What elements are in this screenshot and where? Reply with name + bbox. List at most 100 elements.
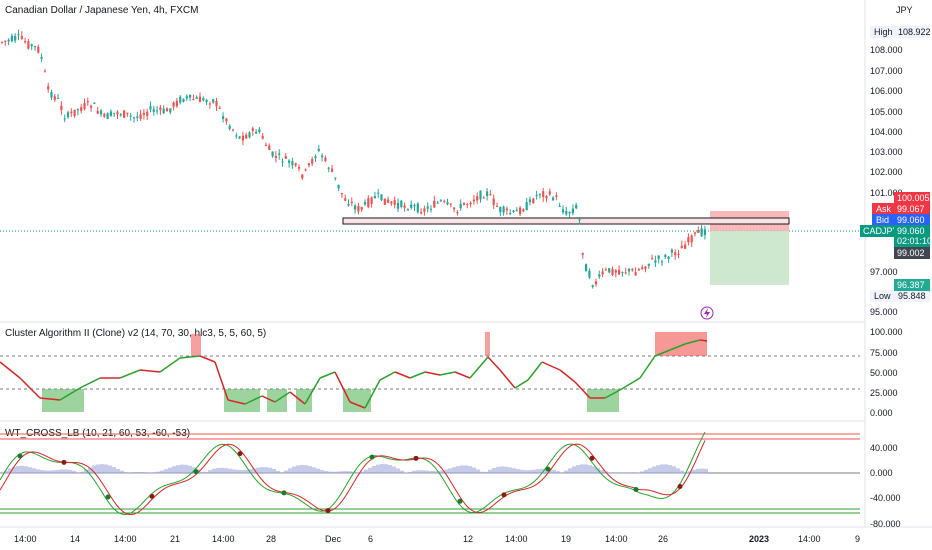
ind1-segment: [159, 357, 181, 373]
candle-body: [142, 113, 145, 115]
candle-body: [123, 110, 126, 118]
wt-histogram-bar: [384, 464, 388, 474]
wt-cross-dot: [501, 492, 507, 498]
candle-body: [96, 110, 99, 114]
wt-histogram-bar: [148, 472, 152, 474]
last-price-badge[interactable]: CADJPY 99.060 02:01:10: [860, 225, 932, 247]
candle-body: [212, 99, 215, 103]
candle-body: [621, 271, 624, 273]
ind1-segment: [19, 377, 41, 399]
wt-histogram-bar: [188, 465, 192, 474]
wt-cross-dot: [677, 484, 683, 490]
wt-histogram-bar: [116, 468, 120, 474]
candle-body: [20, 35, 23, 39]
candle-body: [324, 157, 327, 162]
wt-histogram-bar: [356, 472, 360, 474]
ind1-segment: [0, 361, 21, 379]
candle-body: [502, 206, 505, 213]
candle-body: [40, 57, 43, 59]
candle-body: [106, 113, 109, 120]
last-price: 99.060: [897, 226, 925, 236]
candle-body: [47, 86, 50, 90]
ind1-segment: [639, 355, 656, 379]
candle-body: [390, 201, 393, 204]
wt-histogram-bar: [152, 472, 156, 474]
candle-body: [373, 196, 376, 199]
candle-body: [680, 245, 683, 249]
ind1-segment: [559, 369, 576, 383]
candle-body: [175, 100, 178, 107]
time-label: 26: [658, 534, 668, 544]
high-badge: High 108.922: [870, 26, 931, 38]
bid-label: Bid: [876, 215, 889, 225]
ind1-segment: [487, 356, 501, 371]
candle-body: [99, 110, 103, 115]
candle-body: [149, 106, 152, 110]
support-rectangle[interactable]: [342, 217, 790, 225]
candle-body: [337, 184, 340, 189]
candle-body: [363, 201, 367, 205]
ind1-segment: [39, 397, 61, 401]
price-tick: 95.000: [870, 307, 898, 317]
position-target-zone[interactable]: [710, 231, 789, 285]
wt-histogram-bar: [240, 470, 244, 474]
wt-histogram-bar: [520, 469, 524, 474]
candle-body: [542, 191, 545, 198]
lightning-icon[interactable]: [700, 306, 714, 320]
candle-body: [466, 204, 469, 206]
candle-body: [76, 108, 79, 111]
time-axis[interactable]: 14:00 14 14:00 21 14:00 28 Dec 6 12 14:0…: [14, 534, 860, 544]
wt-cross-dots: [17, 451, 683, 514]
indicator1-title[interactable]: Cluster Algorithm II (Clone) v2 (14, 70,…: [5, 328, 266, 339]
candle-body: [63, 118, 66, 120]
ind1-segment: [699, 339, 708, 342]
wt-histogram-bar: [52, 470, 56, 474]
ind1-segment: [244, 395, 263, 405]
wt-cross-dot: [325, 508, 331, 514]
ind1-oscillator-line[interactable]: [0, 339, 708, 409]
price-axis[interactable]: 108.000 107.000 106.000 105.000 104.000 …: [870, 45, 903, 317]
ind1-segment: [119, 369, 141, 379]
candle-body: [644, 266, 647, 270]
oversold-zone: [224, 389, 260, 412]
candle-body: [202, 98, 205, 101]
candle-body: [113, 112, 116, 114]
candlestick-series[interactable]: [0, 29, 706, 289]
time-label: 14:00: [14, 534, 37, 544]
time-label: 14:00: [505, 534, 528, 544]
candle-body: [334, 177, 337, 179]
wt-histogram-bar: [460, 465, 464, 474]
candle-body: [317, 148, 320, 151]
wt-histogram-bar: [676, 468, 680, 474]
candle-body: [340, 192, 343, 194]
wt-wave-line: [0, 440, 706, 516]
candle-body: [304, 169, 307, 171]
oversold-zone: [296, 389, 312, 412]
candle-body: [354, 205, 357, 210]
candle-body: [14, 35, 17, 41]
bid-price: 99.060: [897, 215, 925, 225]
wt-histogram-bar: [696, 468, 700, 474]
wt-histogram-bar: [484, 471, 488, 474]
wt-histogram-bar: [4, 470, 8, 474]
wt-histogram-bar: [680, 470, 684, 474]
candle-body: [614, 270, 617, 273]
symbol-title[interactable]: Canadian Dollar / Japanese Yen, 4h, FXCM: [5, 5, 198, 16]
bid-badge[interactable]: Bid 99.060: [872, 214, 930, 226]
candle-body: [664, 254, 667, 257]
ask-badge[interactable]: Ask 99.067: [872, 203, 930, 215]
wt-histogram-bar: [396, 468, 400, 474]
wt-wave-lines[interactable]: [0, 431, 706, 516]
candle-body: [80, 107, 83, 111]
candle-body: [347, 204, 350, 206]
wt-histogram-bar: [400, 470, 404, 474]
candle-body: [400, 200, 403, 207]
wt-histogram-bar: [336, 471, 340, 474]
candle-body: [4, 40, 7, 42]
candle-body: [116, 111, 119, 115]
wt-histogram-bar: [464, 465, 468, 474]
wt-histogram-bar: [60, 469, 64, 474]
wt-histogram-bar: [608, 472, 612, 474]
wt-histogram-bar: [616, 472, 620, 474]
